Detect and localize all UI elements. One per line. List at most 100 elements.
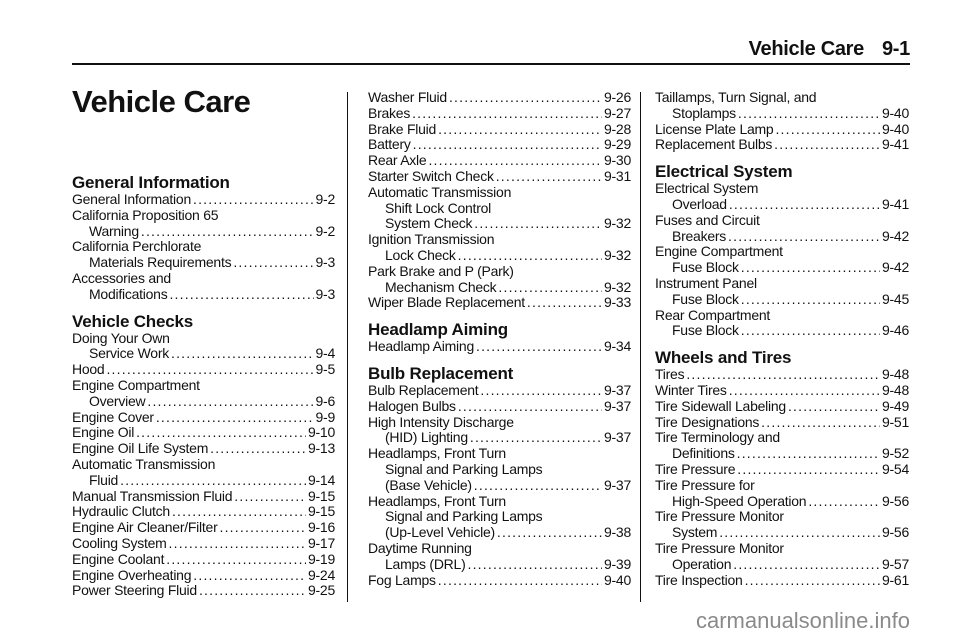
leader-dots	[106, 362, 313, 378]
toc-entry-label: Stoplamps	[672, 104, 736, 121]
leader-dots	[169, 287, 313, 303]
toc-entry[interactable]: Tire Designations 9-51	[655, 414, 909, 431]
toc-entry[interactable]: High Intensity Discharge(HID) Lighting 9-…	[368, 414, 631, 447]
toc-entry[interactable]: General Information 9-2	[72, 191, 336, 208]
toc-entry[interactable]: Manual Transmission Fluid 9-15	[72, 487, 335, 505]
toc-entry-page: 9-31	[603, 167, 631, 184]
toc-entry[interactable]: Tires 9-48	[655, 366, 909, 383]
toc-entry-label: Winter Tires	[655, 381, 727, 398]
toc-entry-page: 9-2	[315, 191, 336, 207]
leader-dots	[741, 323, 880, 339]
toc-entry[interactable]: Winter Tires 9-48	[655, 381, 909, 399]
toc-entry[interactable]: Bulb Replacement 9-37	[368, 381, 631, 399]
toc-entry[interactable]: Rear Axle 9-30	[368, 152, 631, 169]
toc-entry[interactable]: Tire Sidewall Labeling 9-49	[655, 397, 909, 415]
toc-entry[interactable]: Washer Fluid 9-26	[368, 89, 631, 106]
leader-dots	[156, 410, 314, 426]
toc-entry[interactable]: Replacement Bulbs 9-41	[655, 137, 909, 153]
toc-entry-page: 9-32	[603, 246, 631, 263]
toc-entry-page: 9-37	[603, 429, 631, 446]
toc-entry-label: Definitions	[672, 445, 735, 462]
toc-entry[interactable]: Power Steering Fluid 9-25	[72, 583, 335, 599]
toc-entry[interactable]: Brakes 9-27	[368, 105, 631, 122]
toc-entry[interactable]: Engine Cover 9-9	[72, 408, 336, 426]
toc-entry[interactable]: Engine Oil Life System 9-13	[72, 440, 335, 457]
toc-entry[interactable]: Wiper Blade Replacement 9-33	[368, 295, 631, 311]
toc-entry[interactable]: Battery 9-29	[368, 137, 631, 153]
toc-entry[interactable]: Engine Coolant 9-19	[72, 550, 335, 568]
toc-entry-label: Engine Overheating	[72, 566, 192, 583]
leader-dots	[719, 525, 880, 541]
toc-entry[interactable]: Engine Overheating 9-24	[72, 566, 335, 584]
toc-entry-label: (HID) Lighting	[385, 429, 468, 446]
toc-entry[interactable]: Park Brake and P (Park)Mechanism Check 9-…	[368, 263, 631, 296]
leader-dots	[438, 122, 602, 138]
toc-entry[interactable]: Engine Oil 9-10	[72, 425, 335, 441]
toc-entry[interactable]: Starter Switch Check 9-31	[368, 167, 631, 185]
toc-entry[interactable]: Hood 9-5	[72, 361, 335, 378]
toc-entry-page: 9-40	[881, 120, 909, 137]
toc-entry[interactable]: Brake Fluid 9-28	[368, 121, 631, 138]
toc-entry-page: 9-9	[315, 408, 336, 425]
toc-entry-label: California Proposition 65	[72, 206, 219, 223]
toc-entry[interactable]: Headlamps, Front Turn Signal and Parking …	[368, 493, 631, 541]
toc-entry[interactable]: Cooling System 9-17	[72, 535, 335, 552]
toc-entry-page: 9-32	[603, 215, 631, 232]
toc-entry-page: 9-30	[603, 152, 631, 169]
toc-entry[interactable]: Fog Lamps 9-40	[368, 572, 631, 589]
leader-dots	[729, 383, 880, 399]
toc-entry[interactable]: Hydraulic Clutch 9-15	[72, 504, 335, 520]
toc-entry[interactable]: Tire Pressure 9-54	[655, 461, 909, 478]
toc-entry-label: Engine Compartment	[655, 243, 783, 260]
toc-entry-label: Tire Sidewall Labeling	[655, 397, 786, 414]
toc-entry[interactable]: Engine Air Cleaner/Filter 9-16	[72, 519, 335, 536]
toc-entry-page: 9-40	[881, 104, 909, 121]
toc-entry[interactable]: Tire Inspection 9-61	[655, 572, 909, 589]
toc-entry-label: Lock Check	[385, 246, 456, 263]
header-rule	[72, 63, 910, 65]
toc-entry-page: 9-42	[881, 259, 909, 276]
toc-entry-label: Battery	[368, 136, 411, 153]
leader-dots	[729, 197, 880, 213]
toc-entry[interactable]: Headlamps, Front Turn Signal and Parking …	[368, 445, 631, 493]
toc-entry[interactable]: California Perchlorate Materials Requirem…	[72, 239, 335, 271]
toc-entry-label: Halogen Bulbs	[368, 397, 456, 414]
leader-dots	[428, 153, 602, 169]
toc-entry[interactable]: License Plate Lamp 9-40	[655, 120, 909, 138]
toc-entry-page: 9-37	[603, 381, 631, 398]
toc-entry-label: Warning	[89, 222, 139, 239]
toc-entry-label: Accessories and	[72, 269, 171, 286]
toc-entry[interactable]: Halogen Bulbs 9-37	[368, 397, 631, 415]
toc-entry[interactable]: Automatic Transmission Shift Lock Control…	[368, 184, 631, 232]
toc-entry-page: 9-38	[603, 524, 631, 541]
toc-entry-page: 9-15	[307, 487, 335, 504]
toc-entry-label: Ignition Transmission	[368, 231, 495, 248]
leader-dots	[171, 346, 314, 362]
toc-entry-label: Engine Oil	[72, 424, 135, 441]
toc-entry-label: General Information	[72, 191, 191, 207]
toc-entry[interactable]: Headlamp Aiming 9-34	[368, 338, 631, 355]
toc-entry-label: Doing Your Own	[72, 329, 170, 346]
toc-entry-label: Instrument Panel	[655, 274, 757, 291]
toc-entry-label: Overload	[672, 195, 727, 212]
toc-entry-page: 9-19	[307, 550, 335, 567]
